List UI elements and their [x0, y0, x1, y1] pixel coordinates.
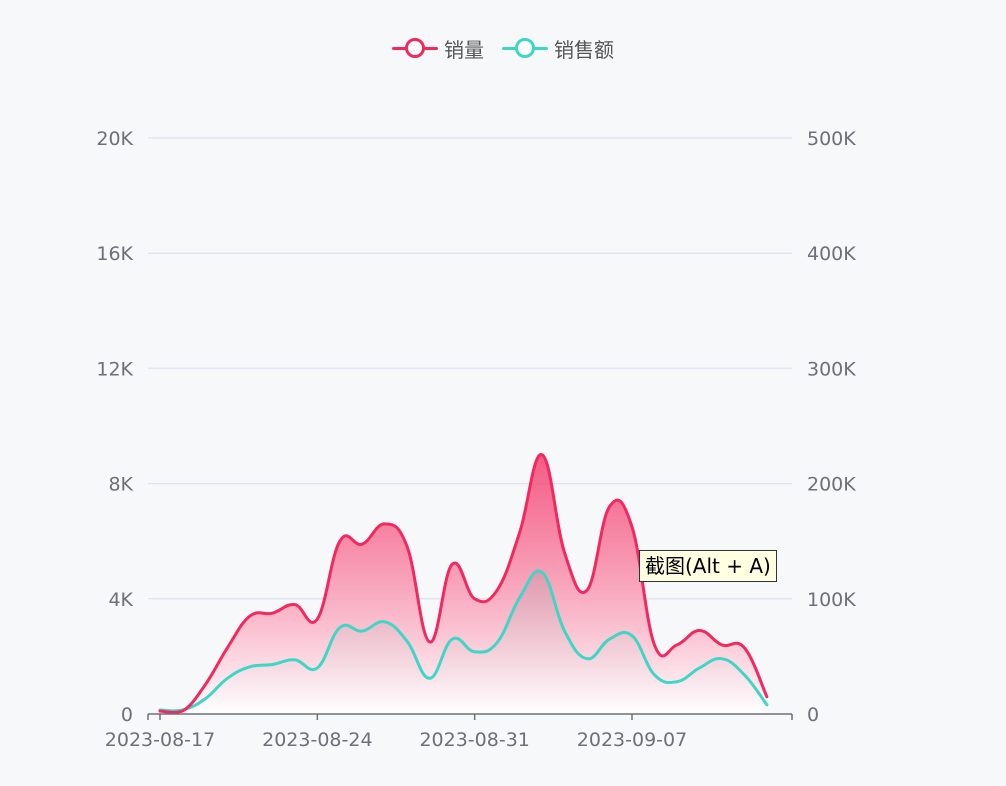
sales-qty-line — [158, 453, 769, 714]
y-left-tick-label: 4K — [108, 589, 133, 611]
legend-item-sales-amount[interactable]: 销售额 — [502, 33, 614, 63]
y-left-tick-label: 16K — [96, 243, 133, 265]
legend-label: 销量 — [444, 37, 484, 62]
x-tick-label: 2023-08-24 — [262, 729, 372, 751]
legend-line-marker-icon — [502, 33, 548, 63]
sales-amount-line — [158, 569, 769, 713]
y-left-tick-label: 20K — [96, 128, 133, 150]
y-right-tick-label: 0 — [807, 704, 819, 726]
chart-legend: 销量 销售额 — [0, 33, 1006, 63]
y-right-tick-label: 500K — [807, 128, 856, 150]
y-right-tick-label: 300K — [807, 358, 856, 380]
sales-qty-area — [160, 454, 767, 714]
y-left-tick-label: 8K — [108, 474, 133, 496]
y-right-tick-label: 100K — [807, 589, 856, 611]
y-right-tick-label: 200K — [807, 474, 856, 496]
x-tick-label: 2023-08-31 — [419, 729, 529, 751]
y-left-tick-label: 12K — [96, 358, 133, 380]
legend-line-marker-icon — [392, 33, 438, 63]
y-left-tick-label: 0 — [121, 704, 133, 726]
screenshot-tooltip: 截图(Alt + A) — [639, 550, 777, 582]
x-tick-label: 2023-09-07 — [577, 729, 687, 751]
y-right-tick-label: 400K — [807, 243, 856, 265]
legend-item-sales-qty[interactable]: 销量 — [392, 33, 484, 63]
legend-label: 销售额 — [554, 37, 614, 62]
x-tick-label: 2023-08-17 — [105, 729, 215, 751]
